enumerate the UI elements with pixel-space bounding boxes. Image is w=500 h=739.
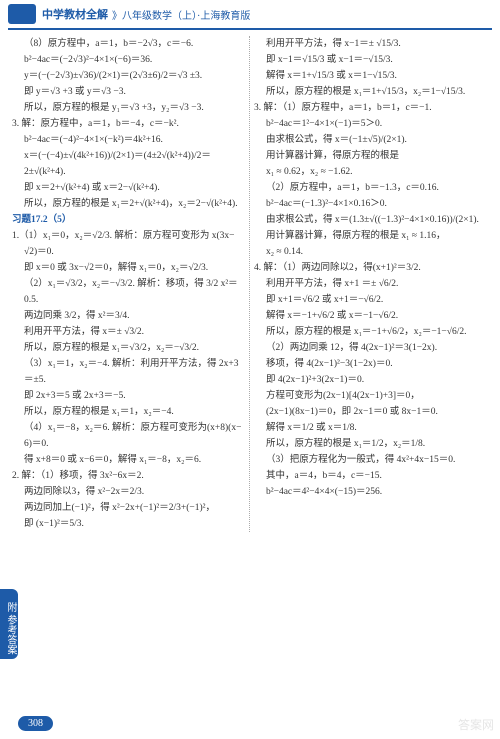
text-line: 所以，原方程的根是 x₁＝1/2，x₂＝1/8. (254, 436, 488, 452)
text-line: x＝(−(−4)±√(4k²+16))/(2×1)＝(4±2√(k²+4))/2… (12, 148, 245, 180)
logo-icon (8, 4, 36, 24)
page-header: 中学教材全解 》八年级数学（上）·上海教育版 (0, 0, 500, 28)
text-line: 即 4(2x−1)²+3(2x−1)＝0. (254, 372, 488, 388)
text-line: 由求根公式，得 x＝(−1±√5)/(2×1). (254, 132, 488, 148)
text-line: 所以，原方程的根是 x₁＝1，x₂＝−4. (12, 404, 245, 420)
text-line: ＝±5. (12, 372, 245, 388)
text-line: 所以，原方程的根是 x₁＝1+√15/3，x₂＝1−√15/3. (254, 84, 488, 100)
text-line: 得 x+8＝0 或 x−6＝0，解得 x₁＝−8，x₂＝6. (12, 452, 245, 468)
text-line: b²−4ac＝(−1.3)²−4×1×0.16＞0. (254, 196, 488, 212)
text-line: （4）x₁＝−8，x₂＝6. 解析：原方程可变形为(x+8)(x− (12, 420, 245, 436)
text-line: b²−4ac＝(−2√3)²−4×1×(−6)＝36. (12, 52, 245, 68)
text-line: （2）两边同乘 12，得 4(2x−1)²＝3(1−2x). (254, 340, 488, 356)
text-line: 即 x+1＝√6/2 或 x+1＝−√6/2. (254, 292, 488, 308)
text-line: b²−4ac＝1²−4×1×(−1)＝5＞0. (254, 116, 488, 132)
text-line: 2. 解：（1）移项，得 3x²−6x＝2. (12, 468, 245, 484)
text-line: √2)＝0. (12, 244, 245, 260)
text-line: 所以，原方程的根是 x₁＝√3/2，x₂＝−√3/2. (12, 340, 245, 356)
text-line: 即 y＝√3 +3 或 y＝√3 −3. (12, 84, 245, 100)
text-line: 1.（1）x₁＝0，x₂＝√2/3. 解析：原方程可变形为 x(3x− (12, 228, 245, 244)
text-line: 习题17.2（5） (12, 212, 245, 228)
text-line: 解得 x＝1+√15/3 或 x＝1−√15/3. (254, 68, 488, 84)
text-line: （2）原方程中，a＝1，b＝−1.3，c＝0.16. (254, 180, 488, 196)
right-column: 利用开平方法，得 x−1＝± √15/3.即 x−1＝√15/3 或 x−1＝−… (250, 36, 492, 532)
text-line: 移项，得 4(2x−1)²−3(1−2x)＝0. (254, 356, 488, 372)
text-line: 即 x＝2+√(k²+4) 或 x＝2−√(k²+4). (12, 180, 245, 196)
text-line: 即 (x−1)²＝5/3. (12, 516, 245, 532)
text-line: 即 x＝0 或 3x−√2＝0，解得 x₁＝0，x₂＝√2/3. (12, 260, 245, 276)
text-line: x₁ ≈ 0.62，x₂ ≈ −1.62. (254, 164, 488, 180)
text-line: 由求根公式，得 x＝(1.3±√((−1.3)²−4×1×0.16))/(2×1… (254, 212, 488, 228)
text-line: b²−4ac＝(−4)²−4×1×(−k²)＝4k²+16. (12, 132, 245, 148)
text-line: 3. 解：原方程中，a＝1，b＝−4，c＝−k². (12, 116, 245, 132)
text-line: 所以，原方程的根是 y₁＝√3 +3，y₂＝√3 −3. (12, 100, 245, 116)
text-line: 利用开平方法，得 x+1 ＝± √6/2. (254, 276, 488, 292)
left-column: （8）原方程中，a＝1，b＝−2√3，c＝−6.b²−4ac＝(−2√3)²−4… (8, 36, 250, 532)
header-subtitle: 》八年级数学（上）·上海教育版 (112, 7, 250, 22)
text-line: （3）x₁＝1，x₂＝−4. 解析：利用开平方法，得 2x+3 (12, 356, 245, 372)
text-line: 解得 x＝1/2 或 x＝1/8. (254, 420, 488, 436)
text-line: 所以，原方程的根是 x₁＝2+√(k²+4)，x₂＝2−√(k²+4). (12, 196, 245, 212)
text-line: 两边同除以3，得 x²−2x＝2/3. (12, 484, 245, 500)
text-line: 解得 x＝−1+√6/2 或 x＝−1−√6/2. (254, 308, 488, 324)
text-line: 利用开平方法，得 x−1＝± √15/3. (254, 36, 488, 52)
text-line: （8）原方程中，a＝1，b＝−2√3，c＝−6. (12, 36, 245, 52)
text-line: 即 2x+3＝5 或 2x+3＝−5. (12, 388, 245, 404)
text-line: 所以，原方程的根是 x₁＝−1+√6/2，x₂＝−1−√6/2. (254, 324, 488, 340)
text-line: （3）把原方程化为一般式，得 4x²+4x−15＝0. (254, 452, 488, 468)
text-line: 利用开平方法，得 x＝± √3/2. (12, 324, 245, 340)
side-tab: 附 参考答案 (0, 589, 18, 659)
page-number: 308 (18, 716, 53, 731)
text-line: 用计算器计算，得原方程的根是 (254, 148, 488, 164)
content-area: （8）原方程中，a＝1，b＝−2√3，c＝−6.b²−4ac＝(−2√3)²−4… (0, 30, 500, 538)
text-line: 两边同乘 3/2，得 x²＝3/4. (12, 308, 245, 324)
text-line: (2x−1)(8x−1)＝0，即 2x−1＝0 或 8x−1＝0. (254, 404, 488, 420)
text-line: 即 x−1＝√15/3 或 x−1＝−√15/3. (254, 52, 488, 68)
text-line: （2）x₁＝√3/2，x₂＝−√3/2. 解析：移项，得 3/2 x²＝0.5. (12, 276, 245, 308)
watermark: 答案网 (458, 716, 494, 733)
text-line: x₂ ≈ 0.14. (254, 244, 488, 260)
text-line: 其中，a＝4，b＝4，c＝−15. (254, 468, 488, 484)
header-title: 中学教材全解 (42, 6, 108, 22)
text-line: 4. 解：（1）两边同除以2，得(x+1)²＝3/2. (254, 260, 488, 276)
text-line: 两边同加上(−1)²，得 x²−2x+(−1)²＝2/3+(−1)²， (12, 500, 245, 516)
text-line: b²−4ac＝4²−4×4×(−15)＝256. (254, 484, 488, 500)
text-line: 3. 解：（1）原方程中，a＝1，b＝1，c＝−1. (254, 100, 488, 116)
text-line: 方程可变形为(2x−1)[4(2x−1)+3]＝0， (254, 388, 488, 404)
text-line: 用计算器计算，得原方程的根是 x₁ ≈ 1.16， (254, 228, 488, 244)
text-line: 6)＝0. (12, 436, 245, 452)
text-line: y＝(−(−2√3)±√36)/(2×1)＝(2√3±6)/2＝√3 ±3. (12, 68, 245, 84)
